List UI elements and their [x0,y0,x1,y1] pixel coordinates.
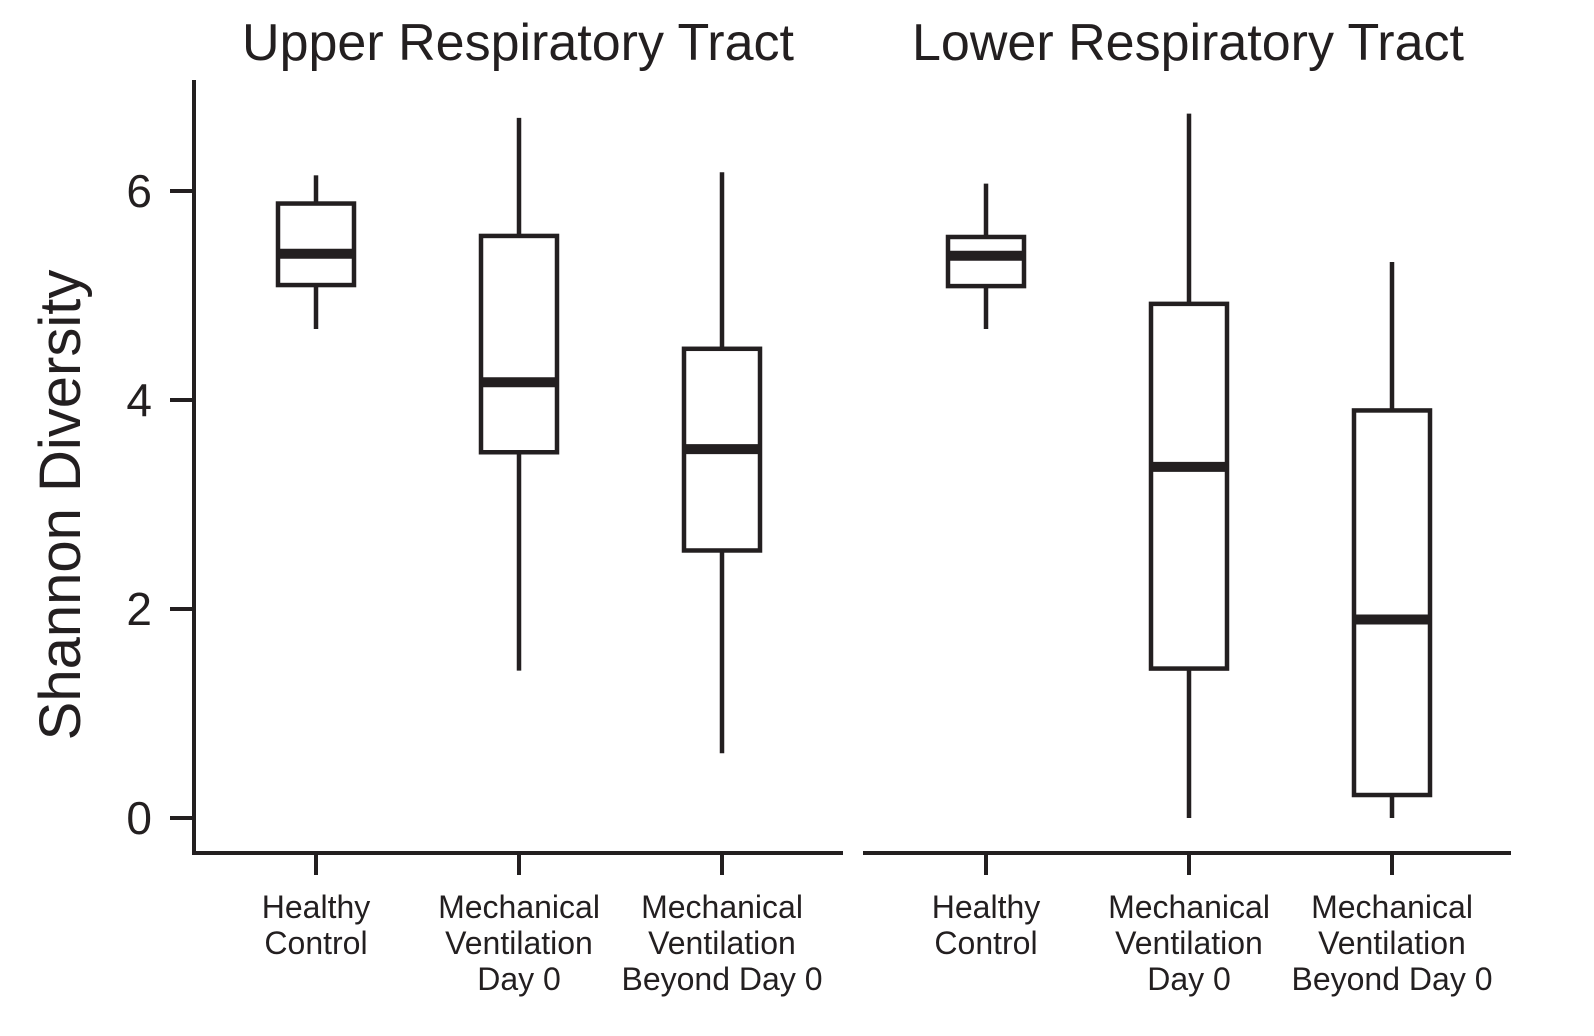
y-axis-label: Shannon Diversity [28,270,93,741]
x-tick-label-line: Beyond Day 0 [1291,961,1492,997]
x-tick-label: Mechanical Ventilation Day 0 [438,889,600,997]
x-tick-label-line: Mechanical [1108,889,1270,925]
box [478,233,560,455]
x-tick-label-line: Control [934,925,1037,961]
y-tick-label: 4 [126,374,152,426]
box [275,201,357,288]
x-tick-label-line: Healthy [262,889,371,925]
x-tick-label-line: Ventilation [648,925,796,961]
y-tick-label: 0 [126,792,152,844]
panel-title: Lower Respiratory Tract [912,14,1465,72]
panel-title: Upper Respiratory Tract [242,14,795,72]
x-tick-label: Mechanical Ventilation Beyond Day 0 [621,889,822,997]
x-tick-label: Healthy Control [262,889,371,961]
text-layer: 0 2 4 6 Shannon Diversity Upper Respiratory T… [28,14,1493,997]
x-tick-label-line: Ventilation [1318,925,1466,961]
y-tick-label: 6 [126,165,152,217]
box [945,234,1027,289]
x-tick-label-line: Ventilation [445,925,593,961]
x-tick-label-line: Mechanical [438,889,600,925]
y-tick-label: 2 [126,583,152,635]
x-tick-label-line: Ventilation [1115,925,1263,961]
x-tick-label-line: Control [264,925,367,961]
x-tick-label-line: Day 0 [477,961,561,997]
x-tick-label: Mechanical Ventilation Beyond Day 0 [1291,889,1492,997]
x-tick-label-line: Day 0 [1147,961,1231,997]
axes-layer [170,80,1511,875]
marks-layer [275,113,1433,818]
x-tick-label-line: Healthy [932,889,1041,925]
x-tick-label: Healthy Control [932,889,1041,961]
box [1148,301,1230,671]
x-tick-label-line: Mechanical [641,889,803,925]
x-tick-label-line: Beyond Day 0 [621,961,822,997]
box [1351,408,1433,798]
x-tick-label-line: Mechanical [1311,889,1473,925]
x-tick-label: Mechanical Ventilation Day 0 [1108,889,1270,997]
